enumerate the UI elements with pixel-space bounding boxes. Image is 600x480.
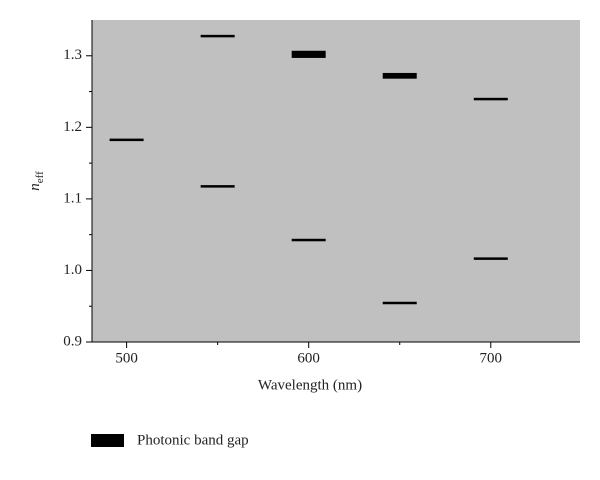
x-tick-label: 700 bbox=[480, 350, 503, 366]
y-tick-label: 0.9 bbox=[63, 333, 82, 349]
y-axis-title: neff bbox=[27, 171, 45, 191]
band-gap bbox=[291, 50, 326, 58]
y-axis-symbol: n bbox=[27, 183, 43, 191]
band-gap bbox=[200, 185, 235, 188]
legend-swatch bbox=[91, 434, 124, 447]
y-tick-label: 1.1 bbox=[63, 190, 82, 206]
plot-background bbox=[92, 20, 580, 342]
y-tick-label: 1.3 bbox=[63, 47, 82, 63]
y-axis-subscript: eff bbox=[34, 171, 46, 183]
x-tick-label: 500 bbox=[115, 350, 138, 366]
band-gap bbox=[382, 301, 417, 305]
band-gap bbox=[382, 72, 417, 79]
y-tick-label: 1.0 bbox=[63, 262, 82, 278]
band-gap bbox=[109, 138, 144, 142]
x-axis-title: Wavelength (nm) bbox=[258, 377, 362, 393]
band-gap bbox=[200, 34, 235, 38]
band-gap bbox=[473, 97, 508, 101]
band-gap bbox=[473, 257, 508, 260]
legend-label: Photonic band gap bbox=[137, 432, 249, 448]
y-tick-label: 1.2 bbox=[63, 119, 82, 135]
x-tick-label: 600 bbox=[297, 350, 320, 366]
band-gap bbox=[291, 238, 326, 242]
